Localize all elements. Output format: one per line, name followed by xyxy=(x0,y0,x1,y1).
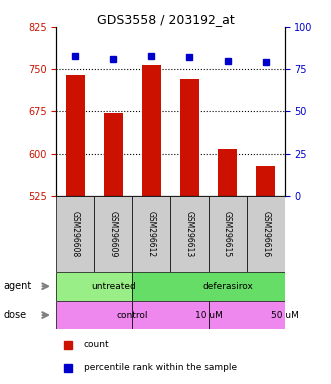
Text: GSM296613: GSM296613 xyxy=(185,211,194,257)
Text: deferasirox: deferasirox xyxy=(202,282,253,291)
FancyBboxPatch shape xyxy=(132,196,170,272)
Bar xyxy=(66,75,85,196)
Text: 50 uM: 50 uM xyxy=(271,311,299,319)
FancyBboxPatch shape xyxy=(132,272,285,301)
Text: 10 uM: 10 uM xyxy=(195,311,222,319)
Bar xyxy=(180,79,199,196)
Text: GSM296609: GSM296609 xyxy=(109,211,118,257)
FancyBboxPatch shape xyxy=(56,301,132,329)
Bar xyxy=(218,149,237,196)
FancyBboxPatch shape xyxy=(132,301,209,329)
Text: agent: agent xyxy=(3,281,31,291)
Text: untreated: untreated xyxy=(91,282,136,291)
FancyBboxPatch shape xyxy=(56,272,132,301)
Bar xyxy=(142,65,161,196)
Text: GSM296612: GSM296612 xyxy=(147,211,156,257)
Bar xyxy=(104,113,123,196)
Text: control: control xyxy=(117,311,148,319)
FancyBboxPatch shape xyxy=(247,196,285,272)
Text: percentile rank within the sample: percentile rank within the sample xyxy=(84,363,237,372)
FancyBboxPatch shape xyxy=(209,196,247,272)
Text: GSM296616: GSM296616 xyxy=(261,211,270,257)
Text: GDS3558 / 203192_at: GDS3558 / 203192_at xyxy=(97,13,234,26)
FancyBboxPatch shape xyxy=(94,196,132,272)
Text: GSM296615: GSM296615 xyxy=(223,211,232,257)
Text: dose: dose xyxy=(3,310,26,320)
Text: GSM296608: GSM296608 xyxy=(71,211,80,257)
FancyBboxPatch shape xyxy=(170,196,209,272)
FancyBboxPatch shape xyxy=(56,196,94,272)
FancyBboxPatch shape xyxy=(209,301,285,329)
Text: count: count xyxy=(84,340,109,349)
Bar xyxy=(256,166,275,196)
